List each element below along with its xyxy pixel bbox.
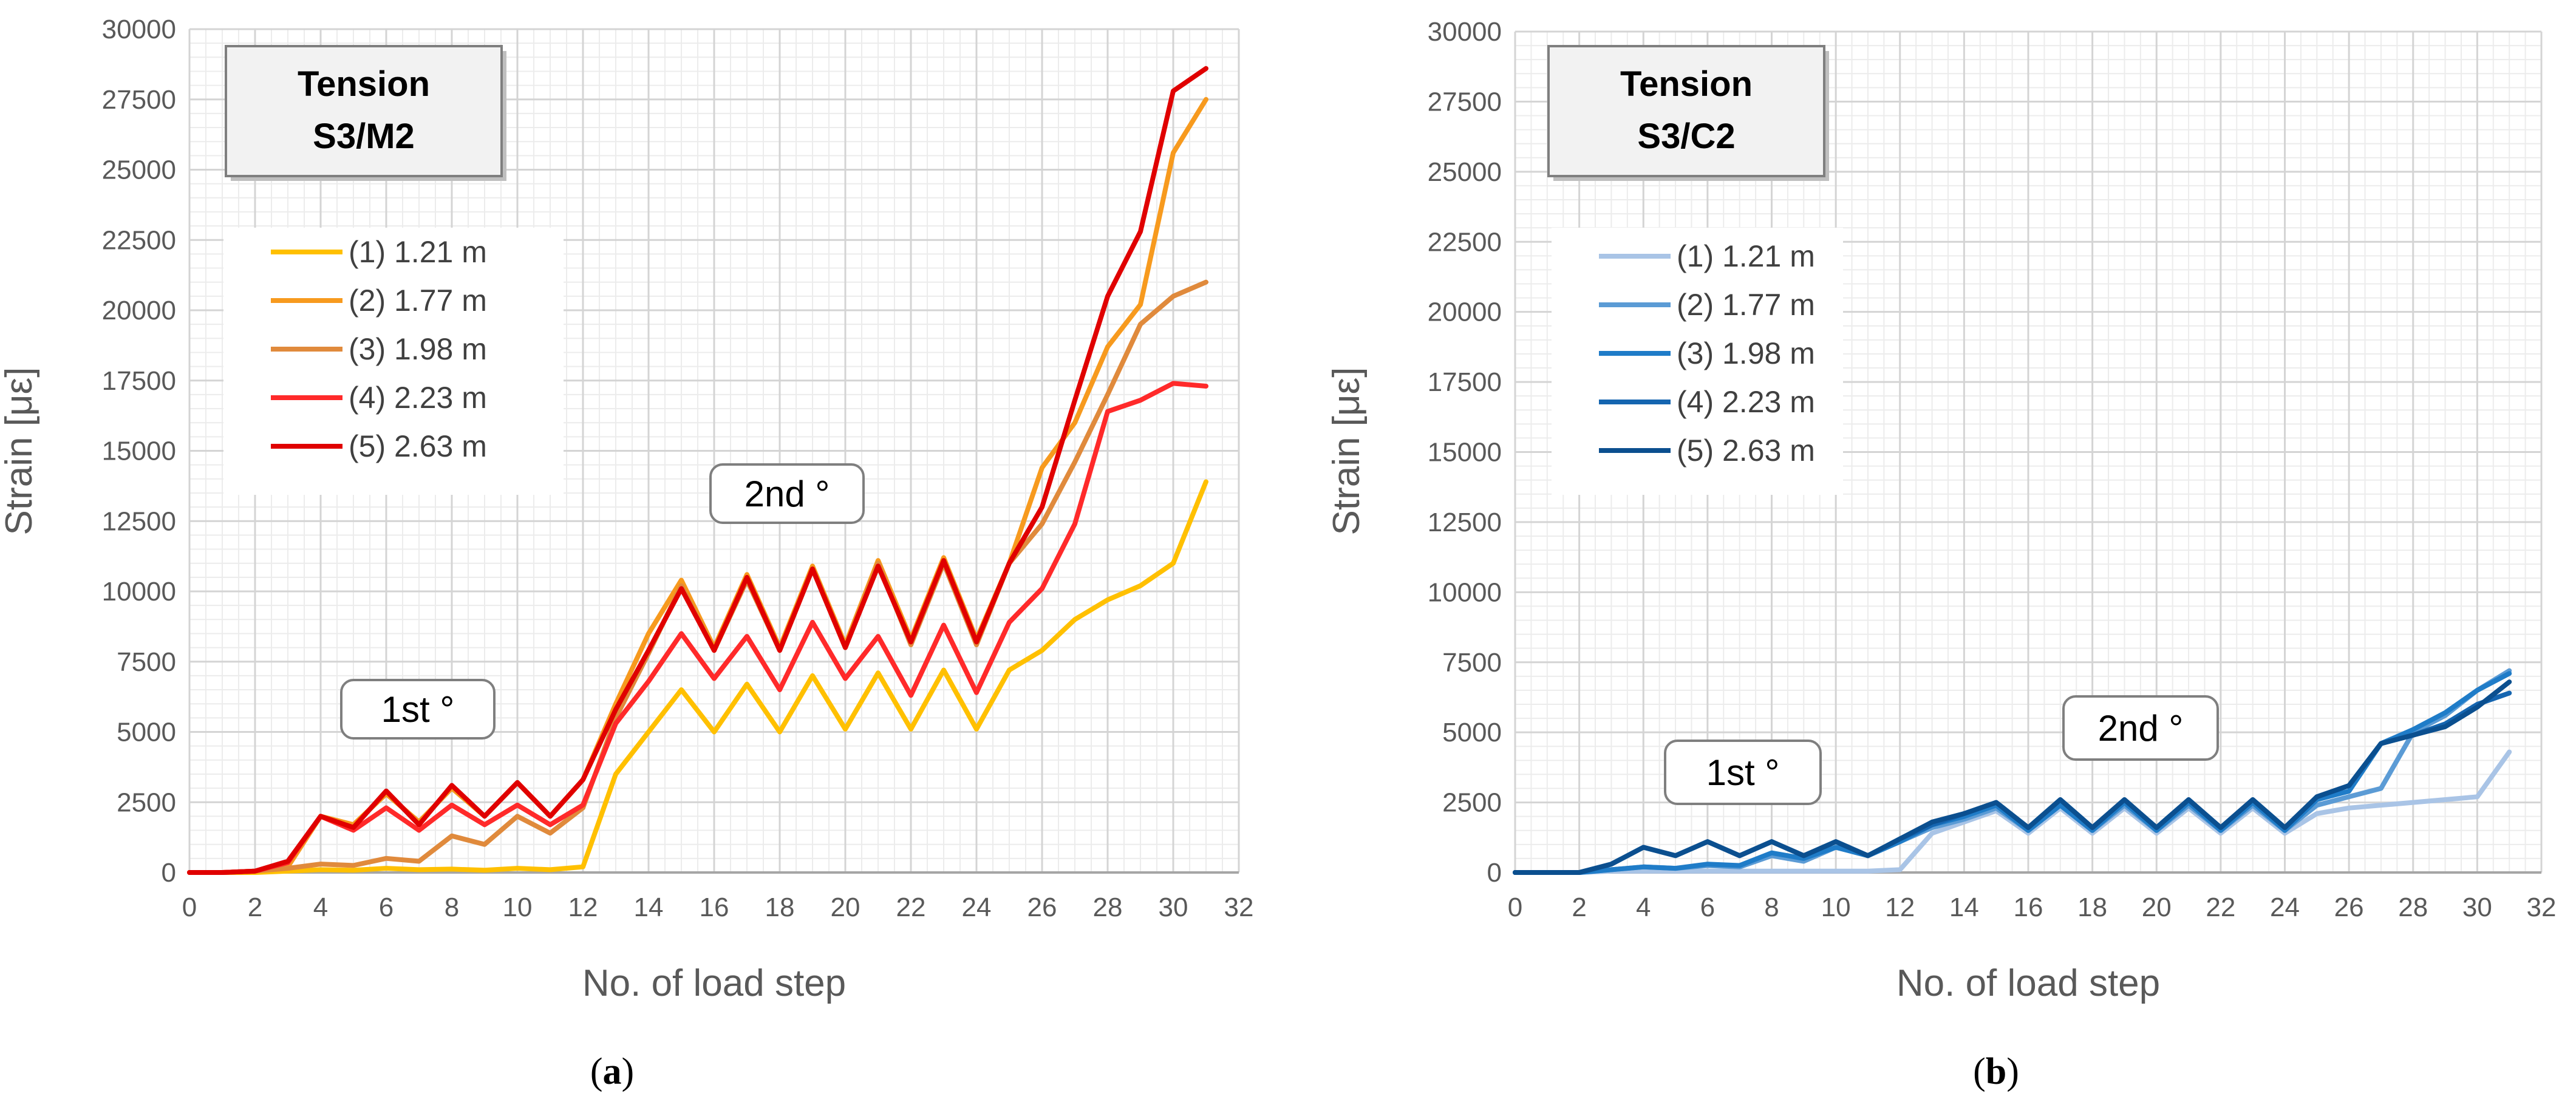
y-tick-label: 25000 bbox=[1428, 157, 1502, 187]
legend-label-5: (5) 2.63 m bbox=[349, 429, 487, 463]
y-axis-title: Strain [με] bbox=[1326, 367, 1368, 535]
y-tick-label: 15000 bbox=[102, 437, 176, 466]
series-line-4 bbox=[187, 381, 1208, 875]
x-tick-label: 26 bbox=[2334, 893, 2364, 922]
x-tick-label: 24 bbox=[962, 893, 992, 922]
x-tick-label: 16 bbox=[700, 893, 729, 922]
series-line-1 bbox=[187, 479, 1208, 875]
legend-label-1: (1) 1.21 m bbox=[1677, 239, 1815, 273]
x-tick-label: 18 bbox=[2077, 893, 2107, 922]
x-tick-label: 16 bbox=[2014, 893, 2043, 922]
x-tick-label: 30 bbox=[1159, 893, 1188, 922]
legend-label-4: (4) 2.23 m bbox=[349, 381, 487, 415]
x-tick-label: 10 bbox=[503, 893, 533, 922]
annotation-box-2 bbox=[2062, 695, 2219, 761]
annotation-box-2 bbox=[709, 463, 865, 524]
x-tick-label: 0 bbox=[182, 893, 197, 922]
y-tick-label: 27500 bbox=[102, 85, 176, 115]
x-tick-label: 22 bbox=[2206, 893, 2235, 922]
y-tick-label: 7500 bbox=[1442, 648, 1502, 678]
y-axis-title: Strain [με] bbox=[0, 367, 40, 535]
panel-caption: (b) bbox=[1973, 1051, 2019, 1092]
y-tick-label: 10000 bbox=[1428, 577, 1502, 607]
x-tick-label: 30 bbox=[2462, 893, 2492, 922]
y-tick-label: 30000 bbox=[102, 15, 176, 44]
title-box bbox=[225, 45, 503, 177]
y-tick-label: 0 bbox=[162, 858, 176, 888]
chart-panel-a: 0250050007500100001250015000175002000022… bbox=[0, 15, 1253, 1092]
y-tick-label: 0 bbox=[1487, 858, 1502, 888]
y-tick-label: 12500 bbox=[102, 506, 176, 536]
legend-box bbox=[223, 228, 564, 495]
legend-label-3: (3) 1.98 m bbox=[349, 332, 487, 366]
y-tick-label: 17500 bbox=[1428, 367, 1502, 397]
y-tick-label: 20000 bbox=[102, 296, 176, 325]
y-tick-label: 30000 bbox=[1428, 17, 1502, 47]
y-tick-label: 7500 bbox=[117, 647, 176, 677]
y-tick-label: 2500 bbox=[117, 787, 176, 817]
annotation-label-1: 1st ° bbox=[1706, 752, 1780, 793]
y-tick-label: 12500 bbox=[1428, 508, 1502, 537]
annotation-box-1 bbox=[340, 679, 496, 740]
annotation-label-2: 2nd ° bbox=[745, 474, 830, 514]
x-tick-label: 6 bbox=[379, 893, 394, 922]
x-tick-label: 2 bbox=[248, 893, 262, 922]
legend-label-1: (1) 1.21 m bbox=[349, 235, 487, 269]
title-line-2: S3/M2 bbox=[313, 117, 415, 156]
y-tick-label: 5000 bbox=[1442, 718, 1502, 747]
x-tick-label: 28 bbox=[1093, 893, 1123, 922]
x-tick-label: 8 bbox=[445, 893, 459, 922]
y-tick-label: 10000 bbox=[102, 577, 176, 607]
title-box bbox=[1547, 45, 1825, 177]
annotation-label-1: 1st ° bbox=[381, 689, 455, 730]
title-line-2: S3/C2 bbox=[1637, 117, 1735, 156]
y-tick-label: 2500 bbox=[1442, 788, 1502, 818]
y-tick-label: 20000 bbox=[1428, 298, 1502, 327]
x-tick-label: 10 bbox=[1821, 893, 1851, 922]
x-tick-label: 6 bbox=[1700, 893, 1715, 922]
y-tick-label: 17500 bbox=[102, 366, 176, 396]
x-tick-label: 14 bbox=[1949, 893, 1979, 922]
x-tick-label: 12 bbox=[568, 893, 598, 922]
x-tick-label: 24 bbox=[2270, 893, 2300, 922]
y-tick-label: 5000 bbox=[117, 718, 176, 747]
x-tick-label: 2 bbox=[1572, 893, 1586, 922]
y-tick-label: 25000 bbox=[102, 155, 176, 185]
x-tick-label: 4 bbox=[313, 893, 328, 922]
chart-panel-b: 0250050007500100001250015000175002000022… bbox=[1326, 17, 2556, 1092]
x-tick-label: 20 bbox=[2142, 893, 2172, 922]
legend-label-2: (2) 1.77 m bbox=[1677, 288, 1815, 322]
x-tick-label: 14 bbox=[634, 893, 664, 922]
y-tick-label: 27500 bbox=[1428, 87, 1502, 117]
legend-label-3: (3) 1.98 m bbox=[1677, 336, 1815, 370]
x-tick-label: 4 bbox=[1636, 893, 1651, 922]
legend-label-5: (5) 2.63 m bbox=[1677, 434, 1815, 468]
x-tick-label: 32 bbox=[2527, 893, 2557, 922]
y-tick-label: 22500 bbox=[1428, 227, 1502, 257]
y-tick-label: 15000 bbox=[1428, 438, 1502, 468]
x-tick-label: 26 bbox=[1027, 893, 1057, 922]
annotation-label-2: 2nd ° bbox=[2098, 708, 2184, 749]
panel-caption: (a) bbox=[590, 1051, 634, 1092]
x-tick-label: 8 bbox=[1764, 893, 1779, 922]
series-line-5 bbox=[1513, 679, 2512, 875]
legend-label-4: (4) 2.23 m bbox=[1677, 385, 1815, 419]
annotation-box-1 bbox=[1664, 740, 1822, 805]
legend-label-2: (2) 1.77 m bbox=[349, 284, 487, 318]
x-axis-title: No. of load step bbox=[582, 962, 846, 1004]
x-tick-label: 18 bbox=[765, 893, 795, 922]
title-line-1: Tension bbox=[1620, 64, 1753, 104]
x-tick-label: 22 bbox=[896, 893, 926, 922]
x-tick-label: 32 bbox=[1224, 893, 1254, 922]
x-tick-label: 0 bbox=[1508, 893, 1522, 922]
x-tick-label: 20 bbox=[831, 893, 860, 922]
x-tick-label: 28 bbox=[2398, 893, 2428, 922]
title-line-1: Tension bbox=[298, 64, 430, 104]
series-line-5 bbox=[187, 66, 1208, 875]
y-tick-label: 22500 bbox=[102, 225, 176, 255]
x-axis-title: No. of load step bbox=[1896, 962, 2160, 1004]
x-tick-label: 12 bbox=[1885, 893, 1915, 922]
